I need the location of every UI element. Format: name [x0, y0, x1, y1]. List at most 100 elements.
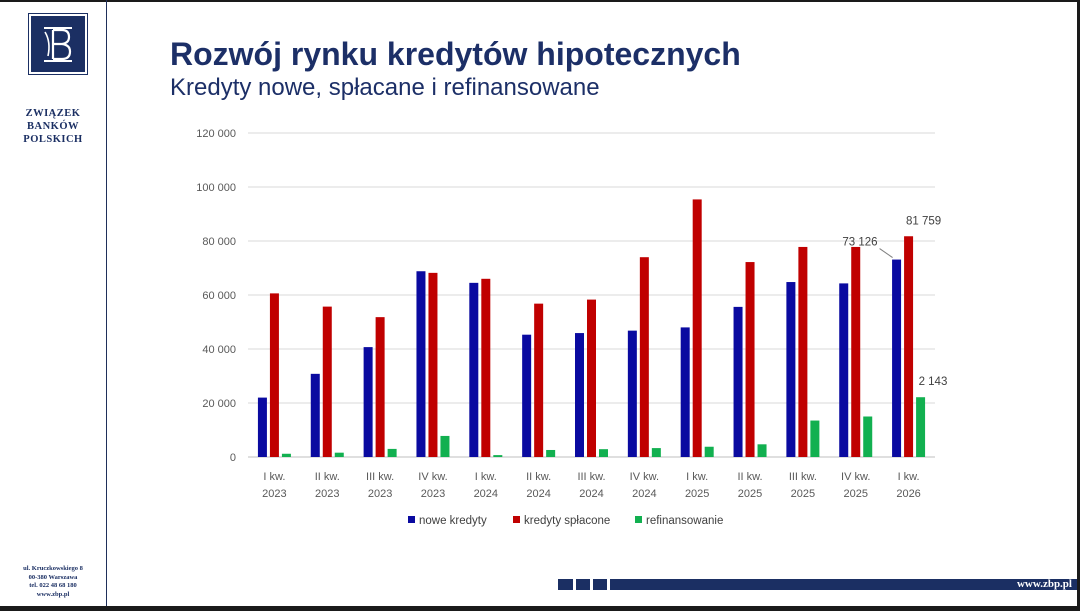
x-tick-label-quarter: IV kw.	[418, 471, 447, 483]
bar-refinansowanie	[546, 449, 556, 457]
x-tick-label-quarter: IV kw.	[630, 471, 659, 483]
address-block: ul. Kruczkowskiego 8 00-380 Warszawa tel…	[0, 565, 106, 599]
zbp-monogram-icon	[29, 14, 87, 74]
y-tick-label: 40 000	[202, 344, 236, 356]
logo-graphic	[44, 27, 72, 62]
bar-nowe-kredyty	[733, 306, 743, 457]
x-tick-label-quarter: III kw.	[577, 471, 605, 483]
bar-kredyty-spłacone	[798, 246, 808, 457]
legend-swatch	[635, 516, 642, 523]
bar-kredyty-spłacone	[587, 299, 596, 457]
x-tick-label-year: 2025	[685, 488, 709, 500]
bar-nowe-kredyty	[416, 271, 426, 457]
x-tick-label-quarter: II kw.	[738, 471, 763, 483]
x-tick-label-quarter: I kw.	[475, 471, 497, 483]
legend-swatch	[513, 516, 520, 523]
x-tick-label-quarter: I kw.	[898, 471, 920, 483]
bar-nowe-kredyty	[627, 330, 637, 457]
data-label-kredyty-splacone: 81 759	[906, 215, 941, 227]
bottom-border	[0, 606, 1080, 611]
address-line: tel. 022 48 68 180	[29, 582, 77, 589]
x-tick-label-year: 2024	[526, 488, 550, 500]
bar-kredyty-spłacone	[745, 262, 755, 457]
bar-refinansowanie	[599, 449, 608, 457]
x-tick-label-quarter: IV kw.	[841, 471, 870, 483]
bar-refinansowanie	[493, 455, 503, 457]
y-tick-label: 60 000	[202, 290, 236, 302]
bar-nowe-kredyty	[522, 334, 532, 457]
org-name-line: ZWIĄZEK	[25, 108, 81, 119]
data-label-leader	[879, 248, 893, 258]
footer-bar-segment	[593, 579, 607, 590]
x-tick-label-quarter: III kw.	[789, 471, 817, 483]
bar-nowe-kredyty	[469, 282, 479, 457]
bar-kredyty-spłacone	[269, 293, 279, 457]
footer-bar-segment	[576, 579, 590, 590]
slide-title: Rozwój rynku kredytów hipotecznych	[170, 36, 741, 72]
bar-refinansowanie	[387, 448, 397, 457]
bar-refinansowanie	[281, 453, 291, 457]
address-line: 00-380 Warszawa	[28, 573, 78, 581]
bar-nowe-kredyty	[363, 347, 373, 457]
bar-kredyty-spłacone	[322, 306, 332, 457]
x-tick-label-year: 2024	[474, 488, 498, 500]
bar-refinansowanie	[704, 446, 714, 457]
bar-refinansowanie	[810, 420, 820, 457]
bar-refinansowanie	[651, 448, 661, 457]
y-tick-label: 80 000	[202, 236, 236, 248]
bar-refinansowanie	[916, 397, 926, 457]
x-tick-label-year: 2023	[368, 488, 392, 500]
x-tick-label-year: 2023	[315, 488, 339, 500]
x-tick-label-quarter: I kw.	[263, 471, 285, 483]
x-tick-label-year: 2026	[896, 488, 920, 500]
bar-kredyty-spłacone	[481, 278, 491, 457]
bar-kredyty-spłacone	[851, 246, 861, 457]
org-name-line: POLSKICH	[23, 134, 83, 145]
top-border	[0, 0, 1080, 2]
bar-nowe-kredyty	[257, 397, 267, 457]
legend-swatch	[408, 516, 415, 523]
bar-kredyty-spłacone	[534, 303, 544, 457]
bar-refinansowanie	[757, 444, 767, 457]
bar-nowe-kredyty	[839, 283, 849, 457]
bar-nowe-kredyty	[680, 327, 690, 457]
org-name-line: BANKÓW	[26, 121, 79, 132]
legend-label: kredyty spłacone	[524, 515, 610, 527]
data-label-refinansowanie: 2 143	[919, 376, 948, 388]
address-line: www.zbp.pl	[36, 590, 70, 598]
x-tick-label-year: 2025	[843, 488, 867, 500]
bar-kredyty-spłacone	[375, 317, 385, 457]
bar-nowe-kredyty	[786, 282, 796, 457]
x-tick-label-year: 2025	[738, 488, 762, 500]
footer-bar-segment	[558, 579, 573, 590]
y-tick-label: 20 000	[202, 398, 236, 410]
y-tick-label: 0	[230, 452, 236, 464]
bar-nowe-kredyty	[892, 259, 902, 457]
bar-nowe-kredyty	[575, 333, 584, 457]
slide-subtitle: Kredyty nowe, spłacane i refinansowane	[170, 74, 600, 101]
bar-refinansowanie	[863, 416, 873, 457]
footer-bar-main	[610, 579, 1077, 590]
data-label-nowe-kredyty: 73 126	[842, 237, 877, 249]
x-tick-label-quarter: I kw.	[686, 471, 708, 483]
bar-kredyty-spłacone	[428, 272, 438, 457]
x-tick-label-year: 2025	[791, 488, 815, 500]
bar-kredyty-spłacone	[904, 236, 914, 457]
legend-label: refinansowanie	[646, 515, 723, 527]
legend-label: nowe kredyty	[419, 515, 487, 527]
footer-website: www.zbp.pl	[1016, 578, 1072, 590]
y-tick-label: 120 000	[196, 128, 236, 140]
sidebar-divider	[106, 0, 107, 606]
x-tick-label-year: 2024	[632, 488, 656, 500]
bar-nowe-kredyty	[310, 373, 320, 457]
x-tick-label-quarter: II kw.	[526, 471, 551, 483]
right-border	[1077, 0, 1080, 611]
x-tick-label-quarter: II kw.	[315, 471, 340, 483]
x-tick-label-year: 2023	[262, 488, 286, 500]
x-tick-label-year: 2023	[421, 488, 445, 500]
organization-name: ZWIĄZEK BANKÓW POLSKICH	[0, 107, 106, 146]
bar-kredyty-spłacone	[639, 257, 649, 457]
address-line: ul. Kruczkowskiego 8	[23, 565, 83, 572]
bar-refinansowanie	[334, 452, 344, 457]
